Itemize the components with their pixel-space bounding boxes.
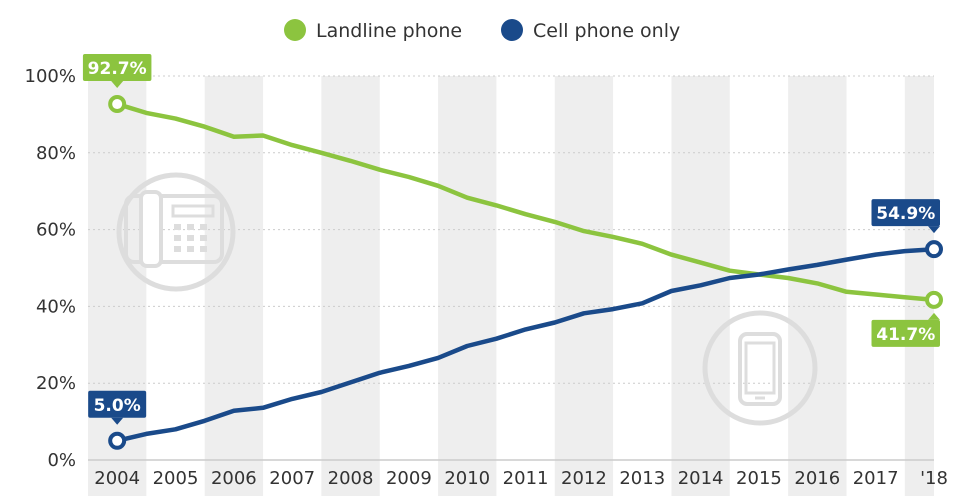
callout-label: 54.9% (876, 204, 935, 224)
callout-label: 41.7% (876, 325, 935, 345)
legend-marker-cell (501, 19, 523, 41)
x-tick-label: 2007 (269, 468, 315, 489)
y-tick-label: 60% (36, 220, 76, 241)
year-band (904, 76, 934, 496)
callout-label: 92.7% (88, 59, 147, 79)
endpoint-marker (925, 290, 943, 309)
callout-box (82, 54, 152, 82)
smartphone-icon (702, 310, 818, 426)
y-tick-label: 0% (47, 450, 76, 471)
x-axis-ticks: 2004 2005 2006 2007 2008 2009 2010 2011 2012 2013… (94, 468, 948, 489)
x-tick-label: 2010 (444, 468, 490, 489)
callout-label: 5.0% (94, 396, 141, 416)
endpoint-marker (925, 240, 943, 259)
x-tick-label: 2016 (794, 468, 840, 489)
callout-box (871, 199, 940, 227)
x-tick-label: 2005 (153, 468, 199, 489)
legend-label-cell: Cell phone only (533, 20, 680, 42)
series-line-0 (114, 101, 937, 303)
legend-marker-landline (284, 19, 306, 41)
endpoint-marker (108, 431, 127, 450)
callout-pointer (111, 417, 124, 425)
alternating-year-bands (88, 76, 934, 496)
x-tick-label: 2014 (678, 468, 724, 489)
y-axis-ticks: 0% 20% 40% 60% 80% 100% (25, 66, 76, 471)
callout-pointer (928, 226, 940, 234)
year-band (321, 76, 380, 496)
y-tick-label: 100% (25, 66, 76, 87)
callout-box (871, 319, 940, 347)
y-tick-label: 80% (36, 143, 76, 164)
office-phone-icon (116, 172, 236, 292)
x-tick-label: 2009 (386, 468, 432, 489)
callout-pointer (928, 312, 940, 320)
x-tick-label: 2006 (211, 468, 257, 489)
year-band (88, 76, 147, 496)
x-tick-label: 2011 (503, 468, 549, 489)
callout-pointer (111, 81, 124, 89)
x-tick-label: 2008 (328, 468, 374, 489)
series-lines (114, 101, 937, 444)
legend: Landline phone Cell phone only (284, 19, 680, 42)
x-tick-label: 2004 (94, 468, 140, 489)
legend-label-landline: Landline phone (316, 20, 462, 42)
year-band (554, 76, 614, 496)
legend-item-landline: Landline phone (284, 19, 462, 42)
callout-box (88, 390, 147, 418)
series-line-1 (114, 246, 937, 444)
x-tick-label: 2015 (736, 468, 782, 489)
year-band (788, 76, 847, 496)
year-band (438, 76, 497, 496)
x-tick-label: 2012 (561, 468, 607, 489)
endpoint-marker (108, 95, 127, 114)
value-callouts: 92.7% 5.0% 54.9% 41.7% (82, 54, 943, 450)
x-tick-label: 2017 (853, 468, 899, 489)
y-tick-label: 40% (36, 296, 76, 317)
year-band (204, 76, 264, 496)
x-tick-label: '18 (920, 468, 948, 489)
x-tick-label: 2013 (619, 468, 665, 489)
y-tick-label: 20% (36, 373, 76, 394)
legend-item-cell: Cell phone only (501, 19, 680, 42)
gridlines (88, 75, 934, 461)
